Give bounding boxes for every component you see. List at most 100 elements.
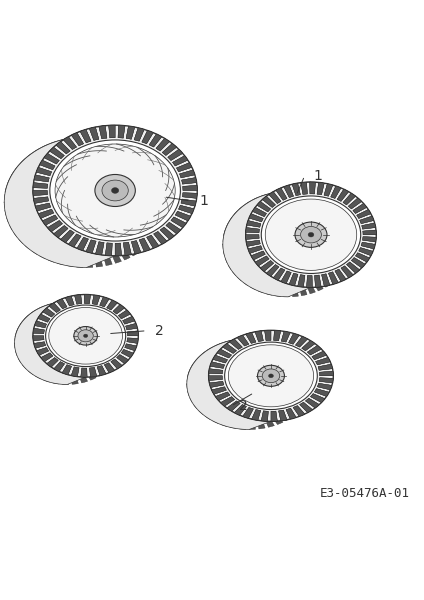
Polygon shape [340,246,353,251]
Polygon shape [34,175,49,182]
Polygon shape [194,400,208,409]
Polygon shape [50,147,64,159]
Polygon shape [341,266,353,278]
Polygon shape [42,145,55,158]
Polygon shape [209,369,223,374]
Polygon shape [182,193,197,199]
Polygon shape [160,227,174,239]
Polygon shape [246,332,256,343]
Polygon shape [240,206,253,217]
Polygon shape [142,130,153,144]
Polygon shape [289,273,298,286]
Ellipse shape [261,196,361,274]
Polygon shape [224,341,234,352]
Polygon shape [362,223,376,229]
Polygon shape [294,192,301,204]
Polygon shape [312,278,323,291]
Polygon shape [243,407,254,418]
Polygon shape [182,193,197,199]
Polygon shape [44,154,59,164]
Polygon shape [57,299,67,309]
Polygon shape [348,198,362,209]
Ellipse shape [301,226,321,243]
Polygon shape [126,323,137,330]
Polygon shape [14,343,25,348]
Polygon shape [171,217,186,227]
Polygon shape [36,167,52,176]
Polygon shape [89,127,99,140]
Polygon shape [66,302,72,311]
Polygon shape [237,270,251,281]
Polygon shape [271,411,277,421]
Polygon shape [329,267,342,277]
Polygon shape [139,161,154,172]
Polygon shape [63,137,77,149]
Polygon shape [38,209,54,218]
Polygon shape [289,334,299,344]
Polygon shape [260,260,273,271]
Polygon shape [62,365,72,374]
Polygon shape [162,143,177,155]
Polygon shape [49,303,60,313]
Polygon shape [209,382,224,388]
Polygon shape [146,223,162,233]
Polygon shape [123,242,131,255]
Polygon shape [363,230,376,235]
Polygon shape [33,336,44,341]
Polygon shape [81,368,87,377]
Polygon shape [36,347,49,355]
Polygon shape [266,265,279,276]
Polygon shape [107,300,117,310]
Polygon shape [210,362,225,368]
Polygon shape [27,154,42,166]
Polygon shape [74,302,81,312]
Polygon shape [188,370,203,377]
Ellipse shape [102,180,128,201]
Polygon shape [147,235,159,248]
Polygon shape [75,295,82,304]
Polygon shape [35,321,47,328]
Polygon shape [286,408,296,419]
Polygon shape [181,178,197,184]
Polygon shape [346,262,360,273]
Polygon shape [284,285,290,297]
Polygon shape [246,240,260,247]
Polygon shape [54,362,64,371]
Polygon shape [117,355,128,364]
Text: 1: 1 [313,169,322,183]
Polygon shape [127,150,141,163]
Polygon shape [305,398,319,408]
Polygon shape [117,355,128,364]
Polygon shape [223,244,236,249]
Polygon shape [251,278,262,290]
Polygon shape [210,362,225,368]
Polygon shape [305,398,319,408]
Polygon shape [168,149,183,161]
Polygon shape [258,280,268,293]
Polygon shape [106,351,118,358]
Polygon shape [245,235,259,239]
Polygon shape [257,202,271,212]
Polygon shape [346,262,360,273]
Polygon shape [98,362,110,371]
Polygon shape [61,230,74,242]
Polygon shape [330,213,344,223]
Polygon shape [7,215,22,223]
Polygon shape [92,295,100,305]
Polygon shape [223,182,311,297]
Polygon shape [115,243,122,256]
Polygon shape [50,147,64,159]
Polygon shape [252,410,261,420]
Polygon shape [51,141,62,155]
Polygon shape [318,364,332,370]
Polygon shape [298,275,305,287]
Polygon shape [53,374,61,384]
Polygon shape [332,262,347,272]
Polygon shape [97,365,106,376]
Polygon shape [171,217,186,227]
Polygon shape [62,365,72,374]
Polygon shape [121,349,134,358]
Polygon shape [41,353,53,362]
Polygon shape [15,165,31,176]
Polygon shape [227,401,240,411]
